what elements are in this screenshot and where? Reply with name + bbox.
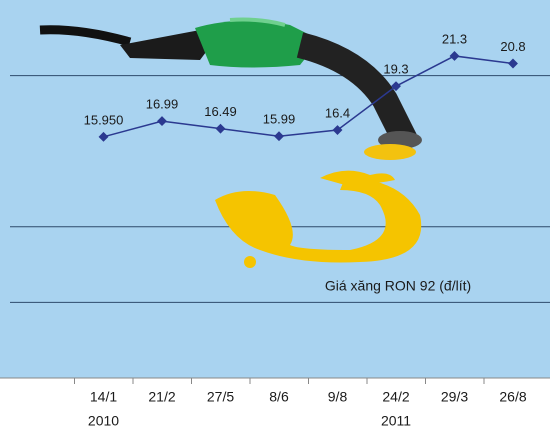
annotation: Giá xăng RON 92 (đ/lít) [325, 278, 471, 294]
x-tick-label: 27/5 [207, 389, 234, 405]
x-tick-label: 29/3 [441, 389, 468, 405]
value-label: 19.3 [383, 62, 408, 77]
year-label: 2010 [88, 413, 119, 429]
x-tick-label: 9/8 [328, 389, 348, 405]
x-tick-label: 14/1 [90, 389, 117, 405]
point [215, 123, 226, 134]
x-tick-label: 8/6 [269, 389, 289, 405]
value-label: 16.4 [325, 105, 350, 120]
point [157, 116, 167, 127]
line [103, 55, 514, 138]
x-tick-label: 21/2 [148, 389, 175, 405]
x-tick-label: 26/8 [499, 389, 526, 405]
value-label: 15.950 [84, 112, 124, 127]
value-label: 20.8 [500, 39, 525, 54]
point [274, 131, 284, 142]
value-label: 16.99 [146, 97, 179, 112]
value-label: 16.49 [204, 104, 237, 119]
point [98, 131, 109, 142]
year-label: 2011 [381, 413, 411, 429]
fuel-pump-illustration [39, 17, 422, 268]
value-label: 21.3 [442, 31, 467, 46]
value-label: 15.99 [263, 112, 296, 127]
x-tick-label: 24/2 [382, 389, 409, 405]
